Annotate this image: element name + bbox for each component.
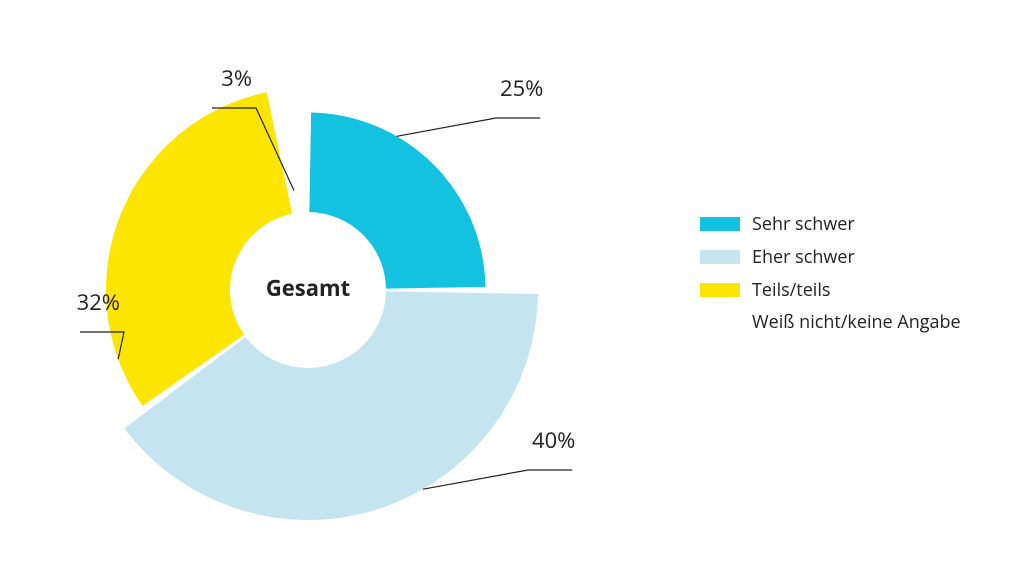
pct-label-sehr_schwer: 25% (500, 73, 543, 103)
legend-item: Teils/teils (700, 276, 961, 305)
legend: Sehr schwer Eher schwer Teils/teils Weiß… (700, 210, 961, 341)
legend-swatch (700, 250, 740, 264)
legend-swatch (700, 217, 740, 231)
legend-swatch (700, 283, 740, 297)
center-label: Gesamt (266, 273, 350, 303)
legend-label: Weiß nicht/keine Angabe (752, 308, 961, 337)
legend-label: Eher schwer (752, 243, 855, 272)
legend-item: Eher schwer (700, 243, 961, 272)
pct-label-teils_teils: 32% (77, 287, 120, 317)
leader-sehr_schwer (397, 118, 540, 136)
chart-page: { "chart": { "type": "polar-area-donut",… (0, 0, 1024, 576)
pct-label-eher_schwer: 40% (532, 425, 575, 455)
slice-weiss_nicht (291, 190, 307, 214)
slice-sehr_schwer (309, 113, 485, 289)
legend-label: Sehr schwer (752, 210, 855, 239)
legend-item: Weiß nicht/keine Angabe (700, 308, 961, 337)
legend-label: Teils/teils (752, 276, 830, 305)
pct-label-weiss_nicht: 3% (221, 63, 252, 93)
legend-swatch (700, 316, 740, 330)
legend-item: Sehr schwer (700, 210, 961, 239)
